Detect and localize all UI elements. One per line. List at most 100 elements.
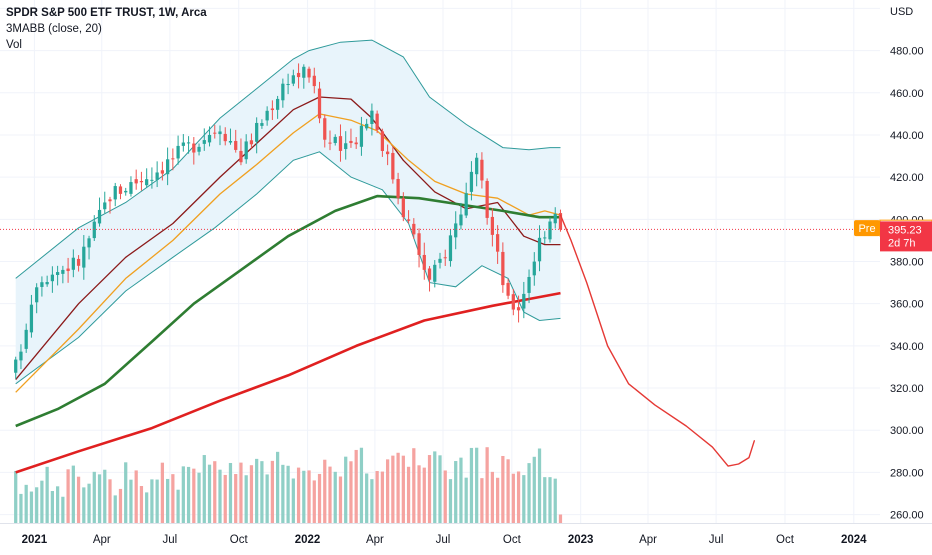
volume-bar (459, 457, 463, 523)
candle-body (469, 171, 474, 192)
candle-body (192, 143, 196, 153)
indicator-label[interactable]: 3MABB (close, 20) (6, 23, 102, 35)
candle-body (160, 170, 165, 174)
volume-bar (139, 486, 144, 523)
volume-bar (333, 471, 337, 523)
volume-bar (438, 455, 442, 523)
candle-body (532, 261, 536, 276)
volume-bar (197, 472, 201, 523)
volume-bar (61, 496, 65, 523)
y-tick-label: 480.00 (890, 46, 924, 58)
volume-bar (365, 473, 369, 523)
candle-body (213, 132, 217, 134)
candle-body (365, 123, 369, 129)
volume-bar (165, 478, 170, 523)
volume-bar (213, 461, 217, 523)
volume-bar (506, 459, 510, 523)
volume-bar (511, 473, 515, 523)
candle-body (118, 186, 123, 194)
candle-body (24, 329, 28, 349)
volume-bar (385, 459, 390, 523)
candle-body (359, 125, 364, 147)
volume-bar (87, 483, 91, 523)
candle-body (92, 221, 96, 239)
volume-bar (150, 479, 154, 523)
volume-bar (532, 456, 536, 523)
candle-body (19, 351, 23, 361)
candle-body (50, 274, 55, 282)
candle-body (76, 258, 81, 266)
volume-bar (485, 447, 489, 523)
candle-body (338, 136, 343, 151)
candle-body (286, 84, 290, 86)
volume-bar (427, 455, 432, 523)
candle-body (391, 152, 395, 180)
candle-body (506, 282, 510, 296)
volume-bar (92, 471, 96, 523)
volume-bar (286, 465, 290, 523)
x-tick-label: 2024 (841, 534, 867, 546)
candle-body (333, 136, 337, 144)
x-tick-label: Apr (366, 534, 384, 546)
candle-body (548, 221, 552, 240)
candle-body (385, 151, 390, 155)
volume-bar (186, 466, 191, 523)
price-axis-bg (880, 0, 932, 550)
y-tick-label: 300.00 (890, 425, 924, 437)
volume-bar (40, 480, 44, 523)
y-tick-label: 440.00 (890, 130, 924, 142)
x-tick-label: 2023 (568, 534, 594, 546)
time-axis[interactable]: 2021 Apr Jul Oct 2022 Apr Jul Oct 2023 Apr Jul Oct 2… (0, 523, 932, 550)
basis-orange-line (15, 113, 561, 393)
volume-bar (480, 478, 484, 523)
volume-bar (171, 474, 175, 523)
candle-body (422, 254, 426, 270)
volume-bar (223, 474, 227, 523)
candle-body (249, 140, 254, 145)
candle-body (35, 287, 39, 303)
volume-bar (448, 479, 453, 523)
candle-body (464, 193, 468, 216)
volume-bar (391, 455, 395, 523)
candle-body (176, 145, 180, 159)
candle-body (454, 223, 458, 238)
volume-bar (202, 455, 206, 523)
pre-label: Pre (858, 223, 875, 235)
drawing-layer[interactable] (559, 214, 755, 467)
candles (14, 63, 563, 379)
candle-body (45, 282, 49, 285)
candle-body (475, 157, 479, 175)
candle-body (197, 146, 201, 152)
volume-bar (145, 492, 149, 523)
candle-body (433, 264, 437, 282)
candle-body (270, 108, 275, 111)
volume-bar (134, 470, 138, 523)
x-tick-label: Oct (503, 534, 522, 546)
volume-label[interactable]: Vol (6, 39, 22, 51)
candle-body (134, 179, 138, 184)
volume-bar (55, 486, 60, 523)
countdown: 2d 7h (888, 237, 916, 249)
volume-bar (307, 470, 311, 523)
volume-bar (281, 464, 285, 523)
x-tick-label: Jul (709, 534, 724, 546)
volume-bar (375, 471, 379, 523)
volume-bar (218, 469, 222, 523)
symbol-title[interactable]: SPDR S&P 500 ETF TRUST, 1W, Arca (6, 7, 207, 19)
candle-body (129, 182, 133, 194)
candle-body (438, 258, 442, 263)
volume-bar (255, 458, 259, 523)
candle-body (186, 142, 191, 144)
volume-bar (181, 466, 185, 523)
candle-body (275, 98, 280, 110)
price-axis[interactable]: 260.00 280.00 300.00 320.00 340.00 360.00 380.… (880, 0, 932, 550)
candle-body (344, 143, 348, 150)
candle-body (150, 179, 154, 181)
candle-body (537, 237, 542, 262)
candle-body (14, 359, 18, 373)
volume-bar (312, 480, 316, 523)
volume-bar (522, 475, 526, 523)
candle-body (82, 246, 86, 268)
